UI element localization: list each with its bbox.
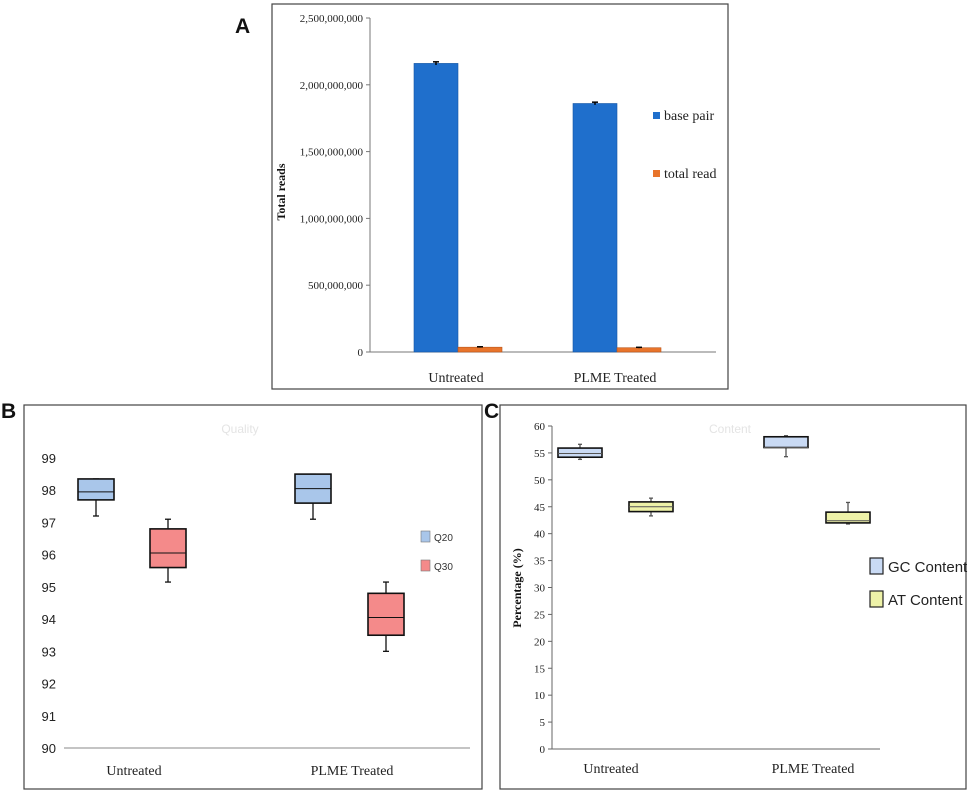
panel-c-y-tick-label: 35 — [534, 556, 546, 568]
panel-b-x-tick-label: Untreated — [106, 764, 161, 779]
bar-total-read-plme-treated — [616, 347, 662, 353]
legend-label-q30: Q30 — [434, 562, 453, 573]
bar-base-pair-plme-treated — [572, 103, 618, 353]
legend-swatch-base-pair — [653, 112, 660, 119]
panel-c-x-tick-label: Untreated — [583, 762, 638, 777]
panel-c-y-tick-label: 0 — [540, 744, 546, 756]
panel-c-y-tick-label: 45 — [534, 502, 546, 514]
panel-a-y-tick-label: 1,500,000,000 — [300, 147, 364, 159]
panel-b-y-tick-label: 94 — [42, 612, 56, 627]
panel-a-y-tick-label: 0 — [358, 347, 364, 359]
box-at-content-plme-treated-box — [825, 511, 871, 524]
panel-b-y-tick-label: 97 — [42, 515, 56, 530]
panel-c-title: Content — [709, 422, 752, 436]
panel-b-y-tick-label: 95 — [42, 580, 56, 595]
panel-a-y-tick-label: 2,000,000,000 — [300, 80, 364, 92]
panel-c-y-tick-label: 40 — [534, 529, 546, 541]
panel-b-y-tick-label: 98 — [42, 483, 56, 498]
panel-a-x-tick-label: PLME Treated — [574, 371, 657, 386]
legend-swatch-q20 — [420, 530, 431, 543]
box-q20-untreated-box — [77, 478, 115, 501]
panel-c-y-tick-label: 20 — [534, 636, 546, 648]
legend-label-q20: Q20 — [434, 533, 453, 544]
panel-b-title: Quality — [221, 422, 258, 436]
panel-b-y-tick-label: 90 — [42, 741, 56, 756]
bar-total-read-untreated — [457, 346, 503, 353]
legend-label-total-read: total read — [664, 167, 716, 182]
legend-swatch-q30 — [420, 559, 431, 572]
panel-a-y-axis-label: Total reads — [274, 163, 288, 220]
panel-a-y-tick-label: 2,500,000,000 — [300, 13, 364, 25]
panel-c-y-tick-label: 5 — [540, 717, 546, 729]
panel-c-y-tick-label: 60 — [534, 421, 546, 433]
panel-c-frame — [499, 404, 967, 790]
panel-b-y-tick-label: 93 — [42, 644, 56, 659]
panel-b-label: B — [1, 400, 17, 423]
panel-c-y-tick-label: 30 — [534, 583, 546, 595]
legend-label-gc-content: GC Content — [888, 559, 968, 576]
panel-a-x-tick-label: Untreated — [428, 371, 483, 386]
panel-c-label: C — [484, 400, 500, 423]
panel-c-y-tick-label: 50 — [534, 475, 546, 487]
panel-c-x-tick-label: PLME Treated — [772, 762, 855, 777]
box-q30-plme-treated-box — [367, 592, 405, 637]
box-gc-content-plme-treated-box — [763, 435, 809, 449]
legend-label-at-content: AT Content — [888, 592, 963, 609]
panel-c-y-tick-label: 15 — [534, 663, 546, 675]
panel-b-y-tick-label: 91 — [42, 709, 56, 724]
box-q30-untreated-box — [149, 528, 187, 569]
panel-c-y-axis-label: Percentage (%) — [510, 548, 524, 627]
panel-c-y-tick-label: 55 — [534, 448, 546, 460]
panel-c-y-tick-label: 10 — [534, 690, 546, 702]
legend-swatch-total-read — [653, 170, 660, 177]
panel-a-label: A — [235, 15, 251, 38]
panel-b-y-tick-label: 96 — [42, 548, 56, 563]
panel-b-y-tick-label: 99 — [42, 451, 56, 466]
panel-a-frame — [271, 3, 729, 390]
panel-b-y-tick-label: 92 — [42, 677, 56, 692]
panel-b-frame — [23, 404, 483, 790]
panel-b-x-tick-label: PLME Treated — [311, 764, 394, 779]
panel-a-y-tick-label: 1,000,000,000 — [300, 213, 364, 225]
legend-swatch-gc-content — [869, 557, 884, 575]
legend-swatch-at-content — [869, 590, 884, 608]
box-gc-content-untreated-box — [557, 447, 603, 459]
legend-label-base-pair: base pair — [664, 109, 714, 124]
panel-c-y-tick-label: 25 — [534, 609, 546, 621]
bar-base-pair-untreated — [413, 63, 459, 353]
panel-a-y-tick-label: 500,000,000 — [308, 280, 364, 292]
